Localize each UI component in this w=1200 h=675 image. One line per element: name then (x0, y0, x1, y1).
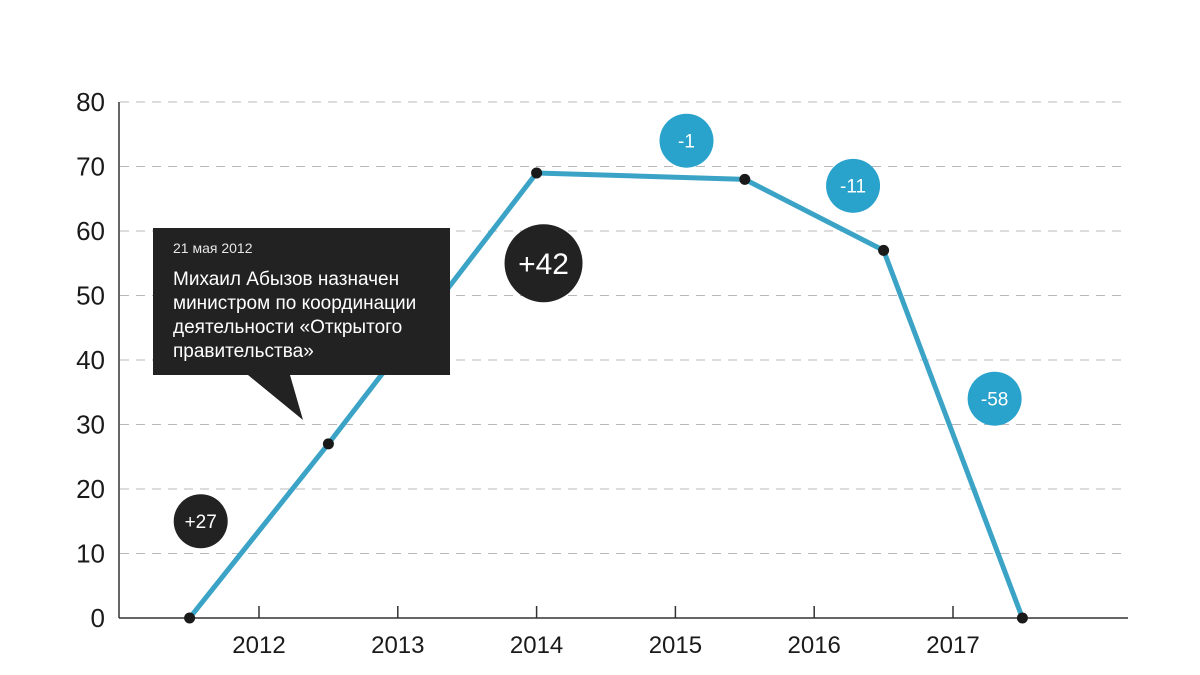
data-point (878, 244, 890, 256)
y-tick-label: 40 (76, 345, 105, 375)
data-point (184, 612, 196, 624)
change-bubble-circle (504, 224, 583, 303)
change-bubble-circle (659, 113, 714, 168)
y-tick-label: 50 (76, 281, 105, 311)
data-points (184, 167, 1028, 624)
y-tick-label: 20 (76, 474, 105, 504)
y-axis-ticks: 0 10 20 30 40 50 60 70 80 (76, 87, 105, 633)
data-point (1016, 612, 1028, 624)
change-bubble-circle (967, 371, 1022, 426)
x-tick-label: 2014 (510, 632, 563, 659)
change-bubble: -11 (826, 158, 881, 213)
callout-pointer (248, 375, 303, 420)
change-bubble-label: -1 (678, 132, 695, 153)
x-axis-ticks: 2012 2013 2014 2015 2016 2017 (232, 606, 980, 659)
y-tick-label: 70 (76, 152, 105, 182)
change-bubble-circle (826, 158, 881, 213)
annotation-text: Михаил Абызов назначен министром по коор… (173, 269, 417, 362)
data-point (531, 167, 543, 179)
x-tick-label: 2016 (788, 632, 841, 659)
y-tick-label: 0 (91, 603, 105, 633)
data-point (322, 438, 334, 450)
axes (118, 102, 1128, 619)
change-bubble-circle (173, 494, 228, 549)
change-bubble: -1 (659, 113, 714, 168)
x-tick-label: 2013 (371, 632, 424, 659)
data-point (739, 173, 751, 185)
x-tick-label: 2017 (926, 632, 979, 659)
change-bubble: -58 (967, 371, 1022, 426)
y-tick-label: 10 (76, 539, 105, 569)
x-tick-label: 2012 (232, 632, 285, 659)
x-tick-label: 2015 (649, 632, 702, 659)
change-bubble: +42 (504, 224, 583, 303)
change-bubble-label: +42 (518, 248, 569, 281)
annotation-callout: 21 мая 2012 Михаил Абызов назначен минис… (153, 228, 450, 375)
change-bubble-label: -58 (981, 390, 1008, 411)
annotation-date: 21 мая 2012 (173, 240, 253, 256)
change-bubble-label: -11 (840, 177, 866, 198)
change-bubble: +27 (173, 494, 228, 549)
series-line (187, 170, 1025, 621)
y-tick-label: 80 (76, 87, 105, 117)
series-line-path (187, 170, 1025, 621)
change-bubbles: +27 +42 -1 -11 -58 (173, 113, 1022, 549)
change-bubble-label: +27 (185, 512, 217, 533)
y-tick-label: 30 (76, 410, 105, 440)
y-tick-label: 60 (76, 216, 105, 246)
